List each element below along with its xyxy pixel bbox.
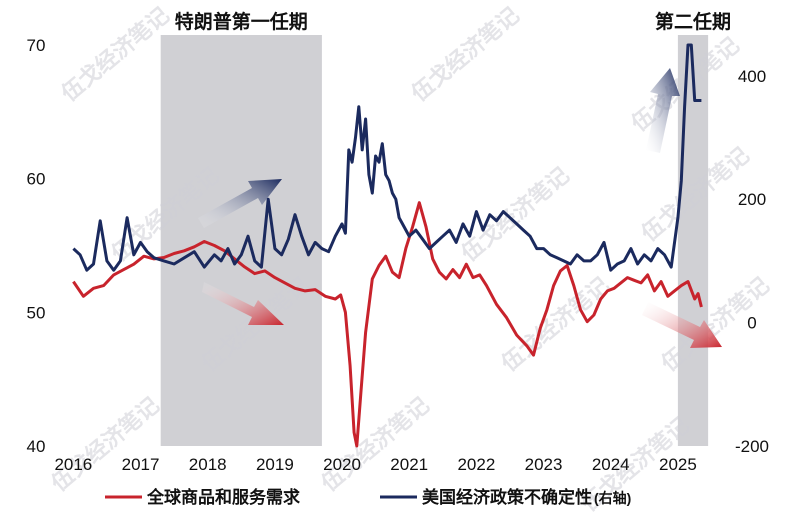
legend-uncertainty-name: 美国经济政策不确定性 xyxy=(422,487,592,507)
left-tick-70: 70 xyxy=(27,36,46,55)
red-arrow-second-term xyxy=(642,302,722,348)
watermark-5: 伍戈经济笔记 xyxy=(456,162,574,267)
watermark-8: 伍戈经济笔记 xyxy=(496,272,614,377)
watermark-10: 伍戈经济笔记 xyxy=(46,392,164,497)
x-tick-2018: 2018 xyxy=(189,455,227,474)
x-tick-2022: 2022 xyxy=(457,455,495,474)
x-tick-2017: 2017 xyxy=(122,455,160,474)
series-lines xyxy=(72,43,703,448)
series-line-uncertainty xyxy=(72,43,702,272)
watermark-1: 伍戈经济笔记 xyxy=(56,2,174,107)
right-tick-200: 200 xyxy=(738,190,766,209)
shaded-period-label-2: 第二任期 xyxy=(655,10,731,33)
shaded-period-labels: 特朗普第一任期 第二任期 xyxy=(175,10,731,33)
trend-arrows xyxy=(198,68,722,348)
legend: 全球商品和服务需求 美国经济政策不确定性 (右轴) xyxy=(105,487,631,507)
x-tick-2016: 2016 xyxy=(54,455,92,474)
x-tick-2021: 2021 xyxy=(390,455,428,474)
shaded-period-2 xyxy=(677,35,709,446)
x-tick-2024: 2024 xyxy=(592,455,630,474)
left-axis-ticks: 40 50 60 70 xyxy=(27,36,46,456)
red-arrow-first-term xyxy=(202,282,284,325)
x-tick-2019: 2019 xyxy=(256,455,294,474)
watermark-2: 伍戈经济笔记 xyxy=(406,2,524,107)
left-tick-50: 50 xyxy=(27,303,46,322)
shaded-period-label-1: 特朗普第一任期 xyxy=(175,10,308,33)
left-tick-40: 40 xyxy=(27,437,46,456)
left-tick-60: 60 xyxy=(27,170,46,189)
shaded-periods xyxy=(160,35,709,446)
right-tick-0: 0 xyxy=(747,314,756,333)
legend-uncertainty-suffix: (右轴) xyxy=(594,490,631,506)
blue-arrow-first-term xyxy=(198,179,282,228)
legend-label-uncertainty: 美国经济政策不确定性 (右轴) xyxy=(422,487,631,507)
right-axis-ticks: -200 0 200 400 xyxy=(735,67,769,456)
x-tick-2025: 2025 xyxy=(659,455,697,474)
right-tick--200: -200 xyxy=(735,437,769,456)
x-tick-2023: 2023 xyxy=(525,455,563,474)
x-axis-ticks: 2016 2017 2018 2019 2020 2021 2022 2023 2024 2025 xyxy=(54,455,696,474)
x-tick-2020: 2020 xyxy=(323,455,361,474)
shaded-period-1 xyxy=(160,35,322,446)
right-tick-400: 400 xyxy=(738,67,766,86)
series-line-demand xyxy=(72,201,703,448)
watermark-11: 伍戈经济笔记 xyxy=(316,392,434,497)
legend-label-demand: 全球商品和服务需求 xyxy=(146,487,300,507)
blue-arrow-second-term xyxy=(646,68,680,153)
